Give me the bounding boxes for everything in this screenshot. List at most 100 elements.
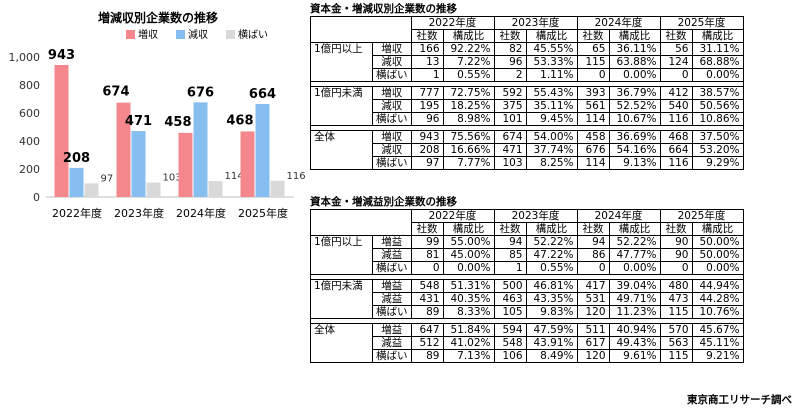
category-cell: 1億円未満 [310, 86, 373, 126]
x-category-label: 2023年度 [114, 206, 164, 220]
value-cell: 37.74% [525, 143, 578, 157]
value-cell: 548 [493, 336, 527, 350]
value-cell: 617 [576, 336, 610, 350]
category-cell: 1億円以上 [310, 42, 373, 82]
value-cell: 94 [493, 235, 527, 249]
value-cell: 114 [576, 156, 610, 170]
sub-header: 構成比 [525, 29, 578, 43]
data-label: 103 [163, 173, 182, 184]
value-cell: 0 [576, 261, 610, 275]
profit-table-title: 資本金・増減益別企業数の推移 [310, 196, 457, 208]
value-cell: 115 [576, 55, 610, 69]
type-cell: 増益 [372, 235, 412, 249]
value-cell: 53.20% [691, 143, 744, 157]
type-cell: 減収 [372, 99, 412, 113]
x-category-label: 2025年度 [238, 206, 288, 220]
value-cell: 44.28% [691, 292, 744, 306]
value-cell: 512 [410, 336, 444, 350]
value-cell: 55.00% [442, 235, 495, 249]
value-cell: 45.55% [525, 42, 578, 56]
data-label: 114 [225, 171, 244, 182]
value-cell: 375 [493, 99, 527, 113]
value-cell: 166 [410, 42, 444, 56]
sub-header: 構成比 [442, 222, 495, 236]
value-cell: 103 [493, 156, 527, 170]
value-cell: 36.69% [608, 130, 661, 144]
value-cell: 208 [410, 143, 444, 157]
value-cell: 97 [410, 156, 444, 170]
value-cell: 45.00% [442, 248, 495, 262]
value-cell: 468 [659, 130, 693, 144]
value-cell: 44.94% [691, 279, 744, 293]
type-cell: 横ばい [372, 156, 412, 170]
bar-chart: 増減収別企業数の推移 0 200 400 600 800 1,000 943 208 97 202… [9, 10, 306, 220]
legend-label: 減収 [188, 28, 208, 41]
sub-header: 社数 [576, 222, 610, 236]
table-row: 1億円以上 増収 166 92.22% 82 45.55% 65 36.11% 56 31.11% [310, 42, 744, 82]
value-cell: 594 [493, 323, 527, 337]
bar-1-4 [240, 131, 255, 197]
value-cell: 393 [576, 86, 610, 100]
value-cell: 11.23% [608, 305, 661, 319]
table-row: 横ばい 89 7.13% 106 8.49% 120 9.61% 115 9.21% [311, 349, 744, 363]
value-cell: 548 [410, 279, 444, 293]
value-cell: 89 [410, 349, 444, 363]
value-cell: 43.91% [525, 336, 578, 350]
value-cell: 8.49% [525, 349, 578, 363]
value-cell: 101 [493, 112, 527, 126]
value-cell: 463 [493, 292, 527, 306]
value-cell: 50.00% [691, 248, 744, 262]
x-category-label: 2024年度 [176, 206, 226, 220]
sub-header: 構成比 [608, 29, 661, 43]
table-row: 減益 81 45.00% 85 47.22% 86 47.77% 90 50.00% [311, 248, 744, 262]
sub-header: 社数 [576, 29, 610, 43]
value-cell: 1 [493, 261, 527, 275]
y-tick-label: 0 [33, 191, 40, 204]
category-cell: 1億円以上 [310, 235, 373, 275]
sub-header: 社数 [493, 29, 527, 43]
table-row: 横ばい 89 8.33% 105 9.83% 120 11.23% 115 10.76% [311, 305, 744, 319]
sub-header: 構成比 [691, 222, 744, 236]
sub-header: 社数 [659, 29, 693, 43]
value-cell: 90 [659, 248, 693, 262]
sub-header: 社数 [659, 222, 693, 236]
value-cell: 2 [493, 68, 527, 82]
value-cell: 46.81% [525, 279, 578, 293]
value-cell: 18.25% [442, 99, 495, 113]
value-cell: 36.11% [608, 42, 661, 56]
value-cell: 45.11% [691, 336, 744, 350]
y-tick-label: 400 [19, 135, 40, 148]
value-cell: 115 [659, 349, 693, 363]
category-cell: 全体 [310, 130, 373, 170]
value-cell: 40.35% [442, 292, 495, 306]
year-header: 2024年度 [576, 16, 661, 30]
bar-2-4 [255, 104, 270, 197]
value-cell: 473 [659, 292, 693, 306]
y-tick-label: 800 [19, 79, 40, 92]
data-label: 116 [287, 171, 306, 182]
value-cell: 458 [576, 130, 610, 144]
value-cell: 511 [576, 323, 610, 337]
table-row: 全体 増益 647 51.84% 594 47.59% 511 40.94% 570 45.67% [310, 323, 744, 363]
data-label: 676 [187, 85, 214, 100]
value-cell: 9.21% [691, 349, 744, 363]
table-row: 1億円未満 増収 777 72.75% 592 55.43% 393 36.79% 412 38.… [310, 86, 744, 126]
value-cell: 10.76% [691, 305, 744, 319]
value-cell: 195 [410, 99, 444, 113]
bar-1-2 [116, 102, 131, 197]
value-cell: 8.98% [442, 112, 495, 126]
value-cell: 45.67% [691, 323, 744, 337]
year-header: 2023年度 [493, 209, 578, 223]
value-cell: 431 [410, 292, 444, 306]
bar-2-3 [193, 102, 208, 197]
value-cell: 43.35% [525, 292, 578, 306]
value-cell: 52.22% [608, 235, 661, 249]
value-cell: 96 [410, 112, 444, 126]
value-cell: 92.22% [442, 42, 495, 56]
year-header: 2025年度 [659, 16, 744, 30]
value-cell: 35.11% [525, 99, 578, 113]
table-row: 横ばい 96 8.98% 101 9.45% 114 10.67% 116 10.86% [311, 112, 744, 126]
data-label: 943 [48, 48, 75, 63]
value-cell: 540 [659, 99, 693, 113]
value-cell: 105 [493, 305, 527, 319]
